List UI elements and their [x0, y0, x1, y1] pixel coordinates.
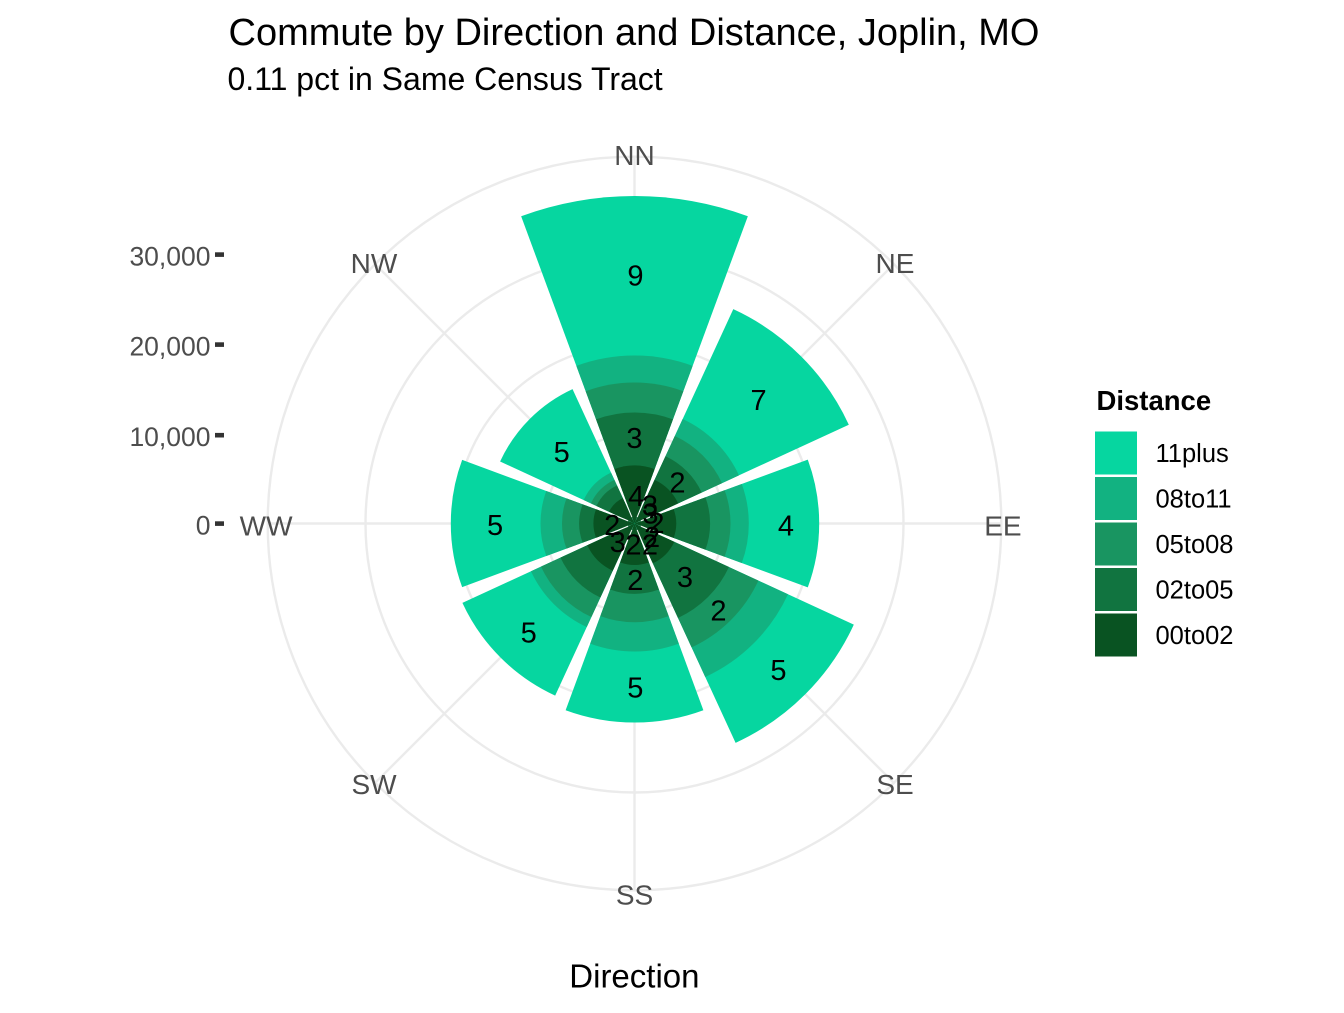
- svg-text:2: 2: [642, 530, 658, 562]
- svg-text:2: 2: [604, 510, 620, 542]
- svg-text:0: 0: [196, 511, 211, 541]
- svg-text:30,000: 30,000: [129, 242, 210, 272]
- svg-text:SS: SS: [616, 879, 653, 910]
- svg-text:9: 9: [627, 261, 643, 293]
- svg-text:5: 5: [554, 437, 570, 469]
- svg-text:0.11 pct in Same Census Tract: 0.11 pct in Same Census Tract: [228, 61, 663, 97]
- svg-text:2: 2: [648, 508, 664, 540]
- svg-text:02to05: 02to05: [1156, 577, 1234, 605]
- svg-text:00to02: 00to02: [1156, 622, 1234, 650]
- svg-text:5: 5: [487, 510, 503, 542]
- svg-text:5: 5: [521, 617, 537, 649]
- svg-text:10,000: 10,000: [129, 422, 210, 452]
- svg-text:WW: WW: [240, 511, 293, 542]
- svg-text:3: 3: [677, 562, 693, 594]
- svg-text:5: 5: [627, 673, 643, 705]
- svg-text:2: 2: [669, 467, 685, 499]
- svg-text:NE: NE: [876, 248, 915, 279]
- svg-text:3: 3: [610, 527, 626, 559]
- svg-text:7: 7: [751, 385, 767, 417]
- svg-text:Commute by Direction and Dista: Commute by Direction and Distance, Jopli…: [229, 12, 1040, 54]
- svg-text:20,000: 20,000: [129, 332, 210, 362]
- svg-text:2: 2: [644, 522, 660, 554]
- svg-text:5: 5: [770, 655, 786, 687]
- svg-text:Distance: Distance: [1097, 385, 1212, 416]
- svg-text:08to11: 08to11: [1156, 486, 1232, 514]
- svg-text:3: 3: [642, 490, 658, 522]
- svg-text:3: 3: [642, 499, 658, 531]
- svg-text:2: 2: [625, 530, 641, 562]
- svg-text:05to08: 05to08: [1156, 531, 1234, 559]
- svg-text:EE: EE: [984, 511, 1021, 542]
- svg-text:SE: SE: [876, 769, 913, 800]
- svg-text:4: 4: [628, 481, 644, 513]
- svg-text:2: 2: [627, 565, 643, 597]
- svg-text:3: 3: [626, 423, 642, 455]
- svg-text:2: 2: [710, 595, 726, 627]
- svg-text:NW: NW: [351, 248, 398, 279]
- svg-text:SW: SW: [351, 769, 397, 800]
- svg-text:NN: NN: [614, 140, 654, 171]
- svg-text:4: 4: [778, 511, 794, 543]
- svg-text:Direction: Direction: [569, 957, 699, 994]
- svg-text:11plus: 11plus: [1156, 440, 1229, 468]
